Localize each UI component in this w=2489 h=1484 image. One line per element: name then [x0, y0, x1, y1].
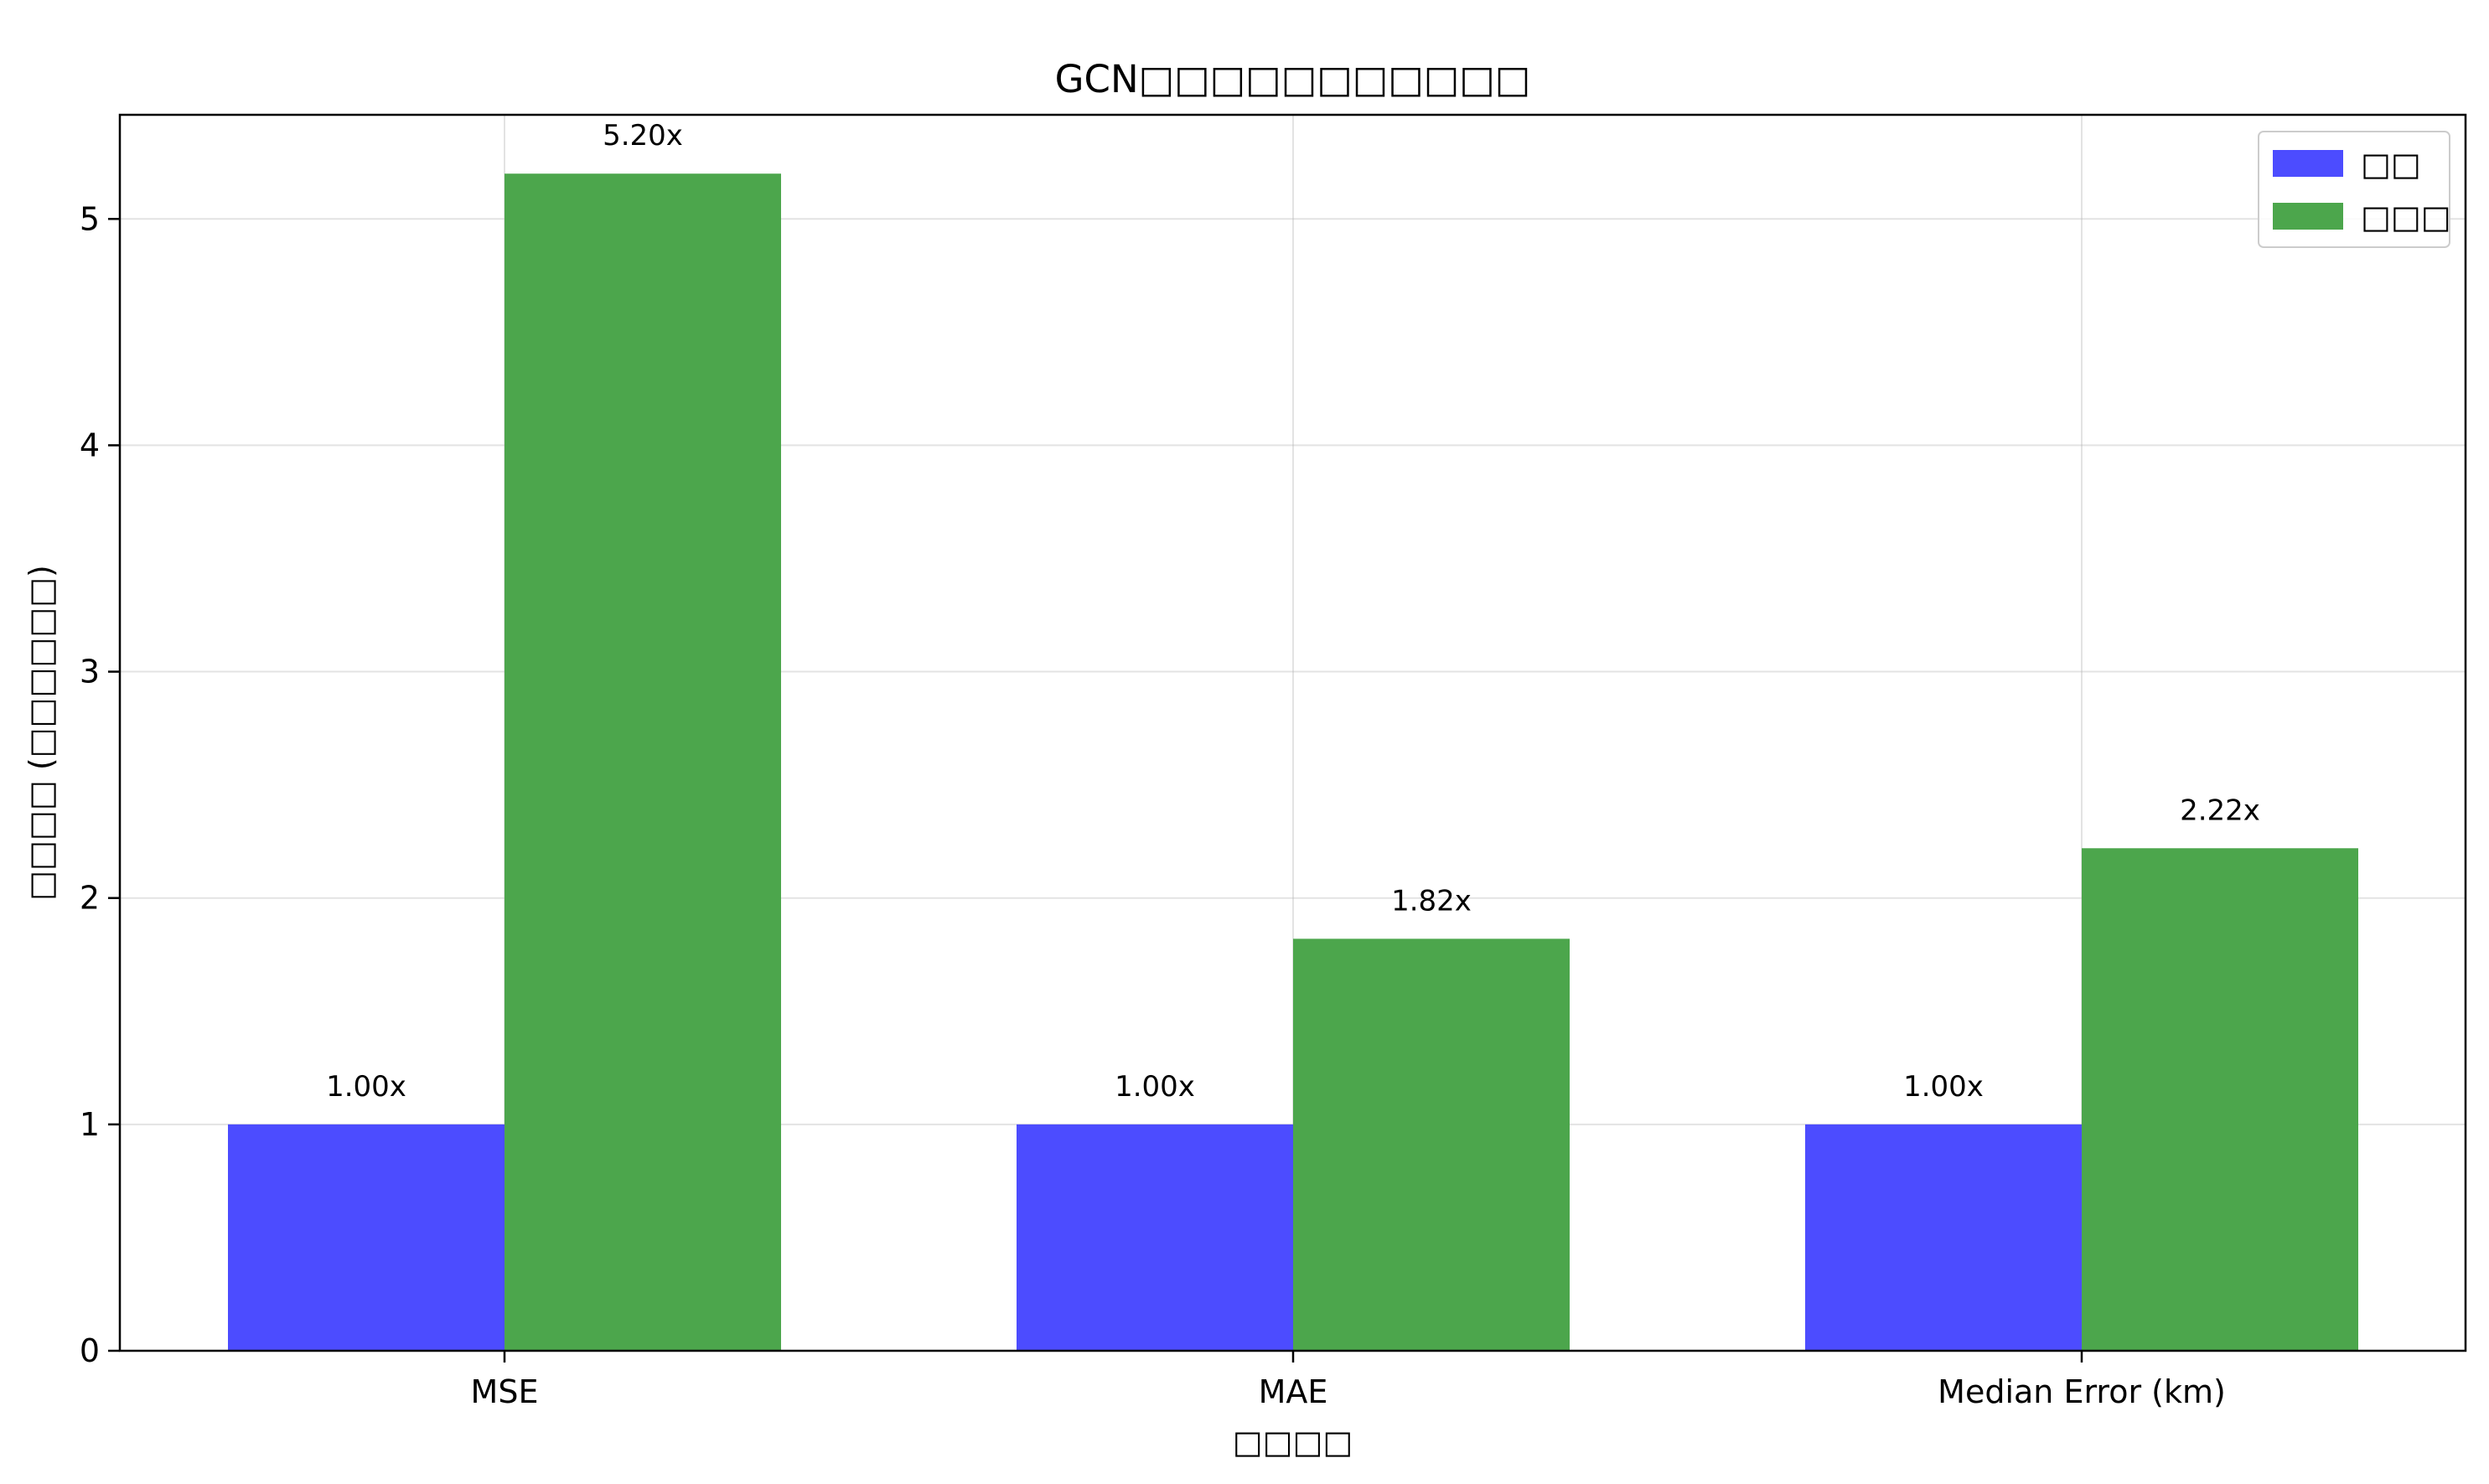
bar: [505, 173, 781, 1352]
y-tick-label: 1: [80, 1106, 100, 1143]
bar: [1017, 1124, 1293, 1351]
bar: [2082, 848, 2358, 1351]
data-label: 1.00x: [326, 1070, 406, 1104]
bars-layer: [228, 173, 2358, 1352]
y-axis-title: □□□□ (□□□□□□): [23, 565, 60, 901]
data-label: 1.00x: [1115, 1070, 1195, 1104]
legend-label: □□: [2361, 146, 2421, 183]
data-label: 5.20x: [603, 119, 683, 153]
y-tick-label: 0: [80, 1332, 100, 1369]
bar: [1805, 1124, 2082, 1351]
bar: [1293, 938, 1570, 1351]
data-labels-layer: 1.00x 1.00x 1.00x 5.20x 1.82x 2.22x: [326, 119, 2260, 1104]
y-tick-label: 3: [80, 654, 100, 690]
ticks-layer: 0 1 2 3 4 5 MSE MAE Median Error (km): [80, 200, 2226, 1410]
y-tick-label: 5: [80, 200, 100, 237]
data-label: 1.82x: [1391, 884, 1472, 918]
x-tick-label: MAE: [1259, 1373, 1328, 1410]
chart-title: GCN□□□□□□□□□□□: [1055, 57, 1531, 101]
y-tick-label: 2: [80, 880, 100, 917]
bar: [228, 1124, 505, 1351]
x-tick-label: Median Error (km): [1938, 1373, 2226, 1410]
data-label: 1.00x: [1903, 1070, 1984, 1104]
legend-label: □□□: [2361, 199, 2451, 235]
legend-swatch: [2273, 203, 2343, 230]
x-tick-label: MSE: [471, 1373, 539, 1410]
y-tick-label: 4: [80, 427, 100, 463]
x-axis-title: □□□□: [1233, 1424, 1353, 1461]
legend: □□ □□□: [2258, 131, 2451, 248]
legend-swatch: [2273, 150, 2343, 177]
data-label: 2.22x: [2180, 794, 2260, 827]
